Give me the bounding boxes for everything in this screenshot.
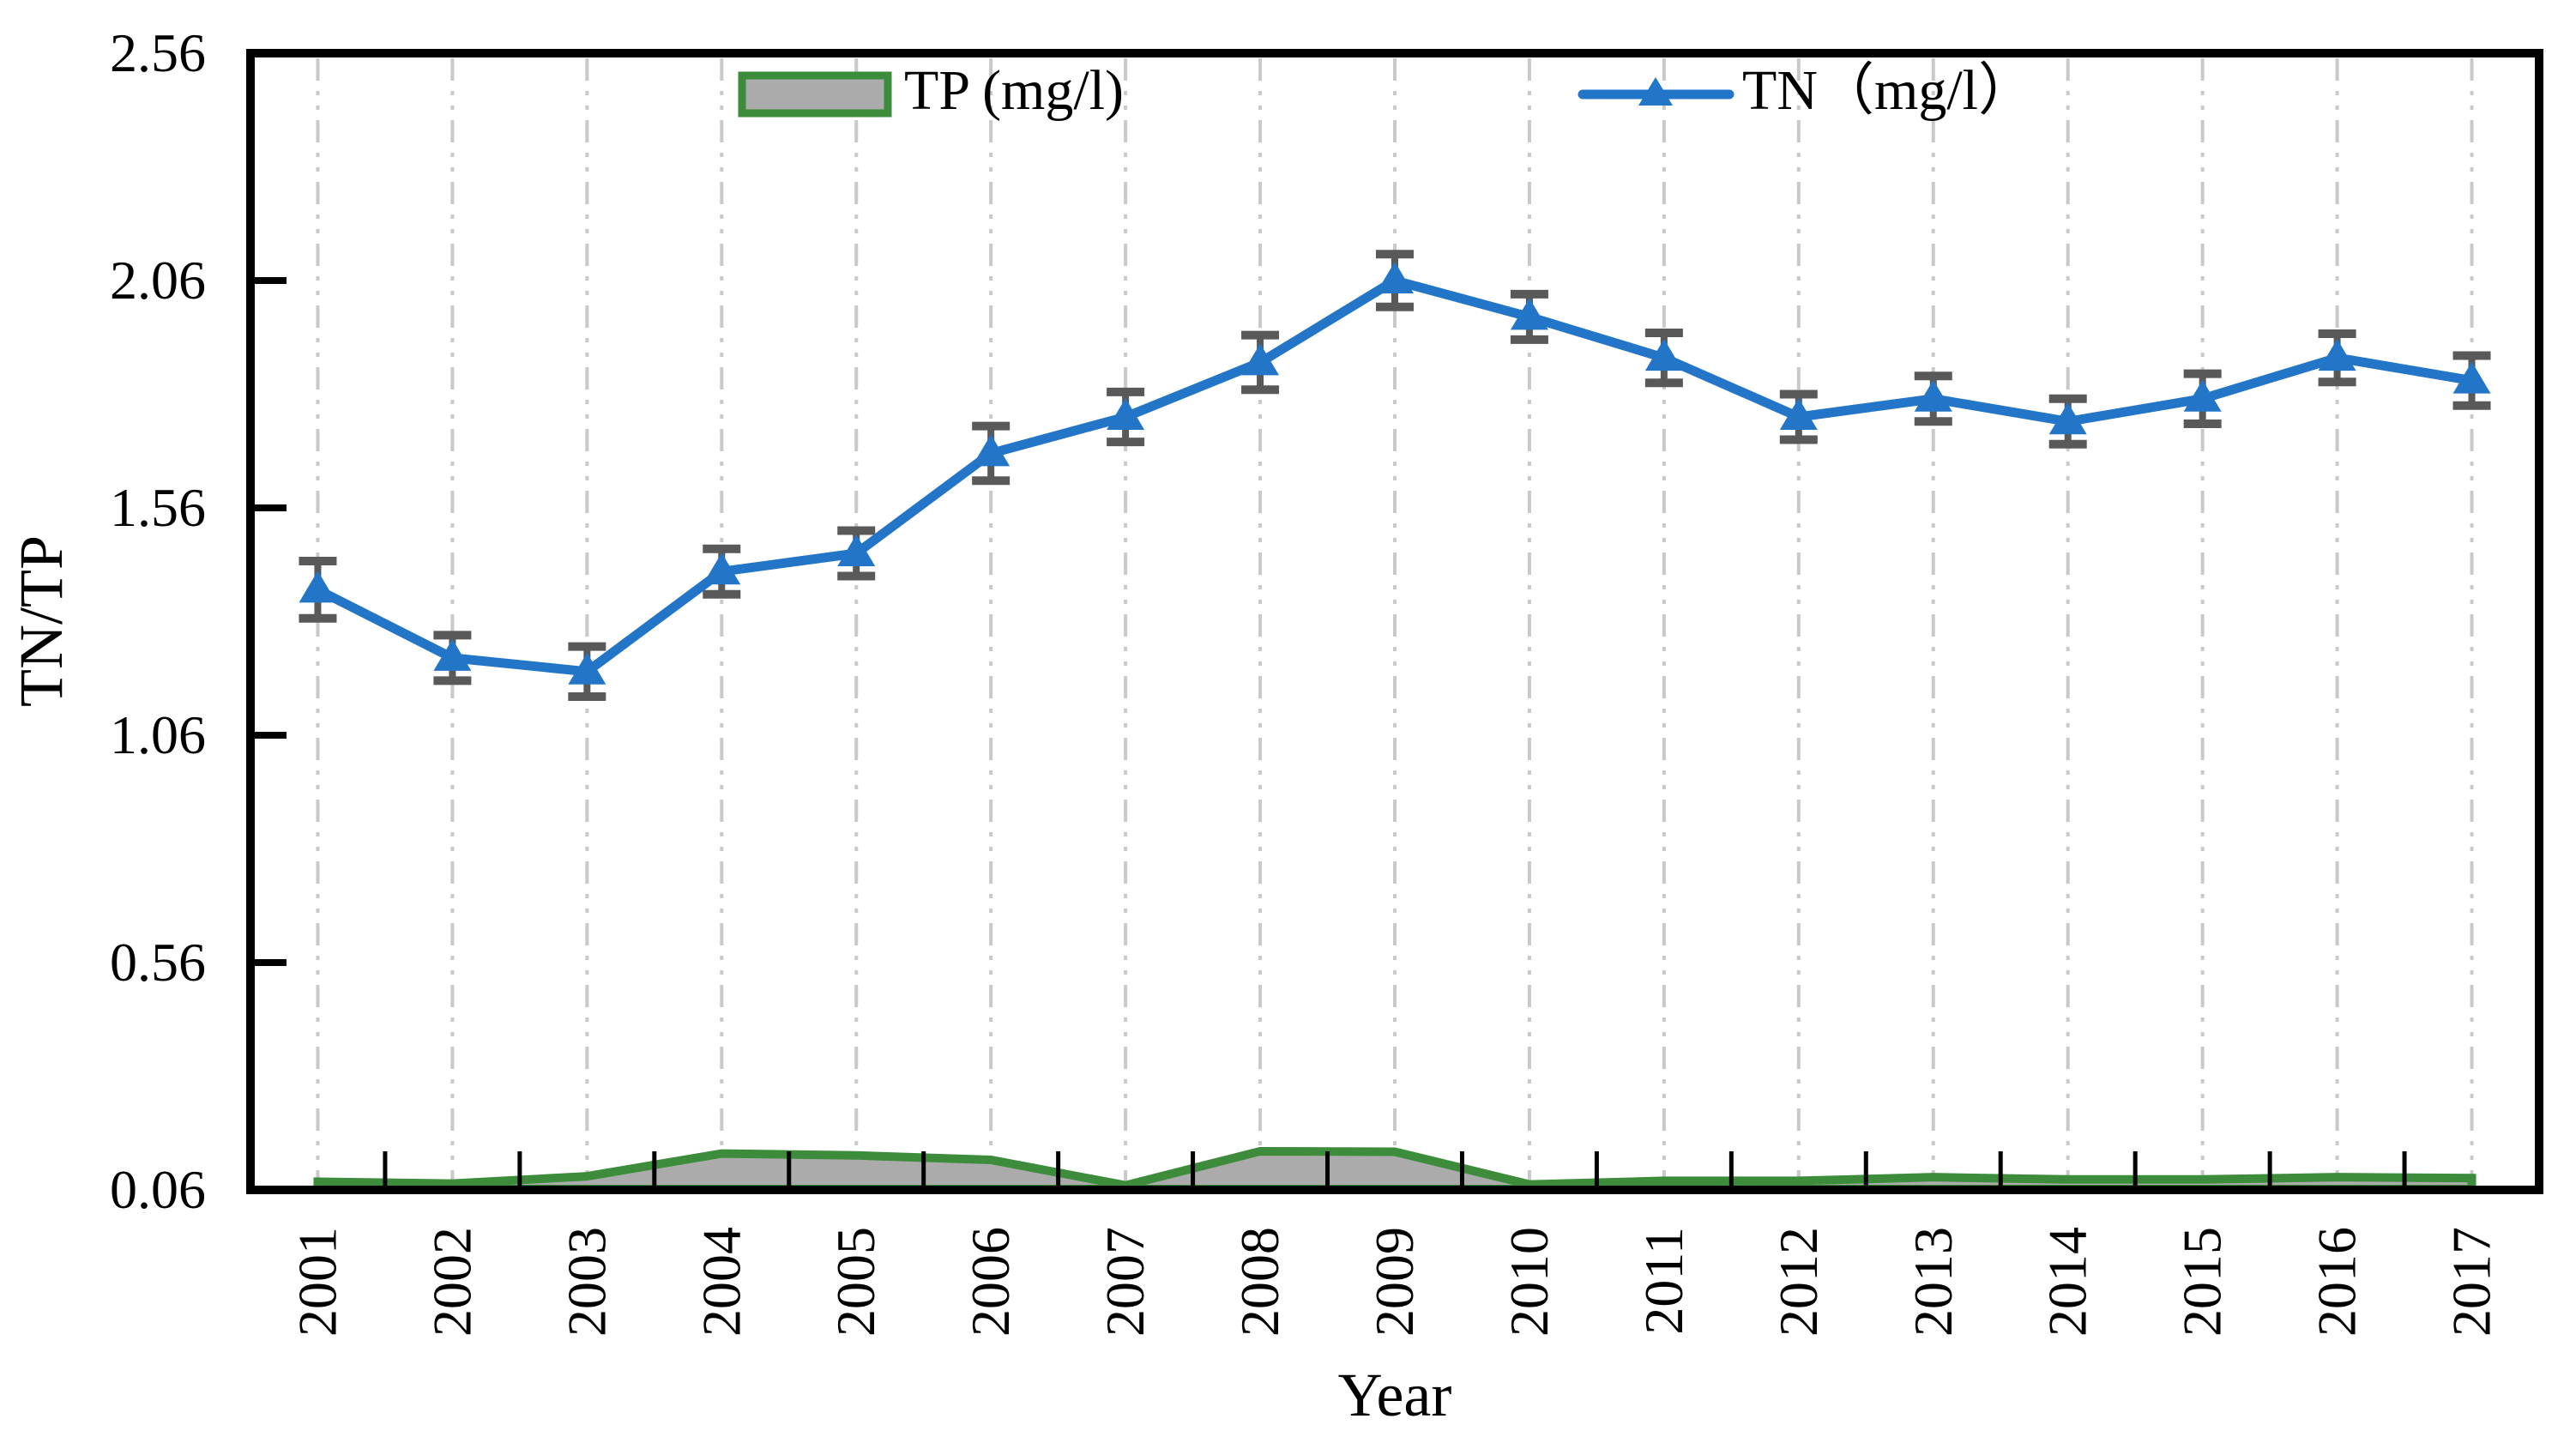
tn-marker-triangle (1376, 262, 1414, 293)
vertical-gridlines (316, 58, 2474, 1186)
tn-markers (299, 262, 2491, 685)
tn-marker-triangle (1779, 398, 1818, 430)
x-tick-labels: 2001 2002 2003 2004 2005 2006 2007 2008 2009 2010… (287, 1227, 2501, 1337)
x-tick-label: 2003 (556, 1227, 617, 1337)
x-tick-label: 2016 (2307, 1227, 2368, 1337)
plot-border (246, 49, 2543, 1194)
tn-marker-triangle (2183, 379, 2222, 412)
tn-marker-triangle (1241, 343, 1280, 376)
y-tick-label: 1.06 (110, 704, 206, 765)
x-tick-label: 2014 (2037, 1227, 2098, 1337)
x-tick-label: 2007 (1095, 1227, 1155, 1337)
x-tick-label: 2005 (825, 1227, 886, 1337)
x-tick-label: 2015 (2172, 1227, 2233, 1337)
y-axis-ticks (250, 277, 287, 966)
y-tick-label: 0.06 (110, 1159, 206, 1220)
tn-marker-triangle (568, 652, 606, 685)
tn-marker-triangle (837, 534, 876, 566)
tn-marker-triangle (1107, 398, 1145, 430)
x-tick-label: 2013 (1903, 1227, 1964, 1337)
x-tick-label: 2002 (421, 1227, 482, 1337)
x-axis-title: Year (1338, 1361, 1452, 1429)
legend: TP (mg/l) TN（mg/l） (738, 59, 2035, 122)
tp-area (313, 1146, 2476, 1193)
legend-label-tn: TN（mg/l） (1742, 59, 2035, 122)
tn-marker-triangle (299, 571, 337, 603)
axis-titles: TN/TP Year (7, 535, 1451, 1429)
legend-graphics (738, 71, 1734, 118)
x-tick-label: 2004 (691, 1227, 751, 1337)
tn-marker-triangle (2318, 339, 2356, 371)
tn-marker-triangle (703, 552, 741, 585)
tn-marker-triangle (2452, 361, 2491, 394)
x-tick-label: 2009 (1364, 1227, 1425, 1337)
legend-label-tp: TP (mg/l) (904, 59, 1124, 122)
y-tick-label: 2.06 (110, 250, 206, 311)
tn-error-bars (299, 250, 2491, 701)
x-tick-label: 2001 (287, 1227, 347, 1337)
x-tick-label: 2011 (1633, 1227, 1694, 1335)
tn-marker-triangle (2048, 402, 2087, 435)
legend-tn-marker-triangle (1638, 77, 1673, 106)
legend-tp-swatch (738, 71, 892, 118)
y-tick-labels: 0.06 0.56 1.06 1.56 2.06 2.56 (110, 22, 206, 1220)
tn-marker-triangle (972, 434, 1010, 467)
x-tick-label: 2008 (1229, 1227, 1290, 1337)
x-tick-label: 2017 (2441, 1227, 2502, 1337)
tn-marker-triangle (1914, 379, 1952, 412)
plot-box (246, 49, 2543, 1194)
y-tick-label: 1.56 (110, 477, 206, 538)
tn-marker-triangle (433, 638, 472, 671)
y-tick-label: 2.56 (110, 22, 206, 83)
x-tick-label: 2006 (960, 1227, 1021, 1337)
x-axis-ticks (383, 1151, 2407, 1190)
y-tick-label: 0.56 (110, 932, 206, 993)
tn-marker-triangle (1510, 298, 1548, 330)
x-tick-label: 2012 (1768, 1227, 1829, 1337)
tn-marker-triangle (1644, 339, 1683, 371)
y-axis-title: TN/TP (7, 535, 75, 707)
x-tick-label: 2010 (1499, 1227, 1559, 1337)
tp-area-series (313, 1146, 2476, 1193)
